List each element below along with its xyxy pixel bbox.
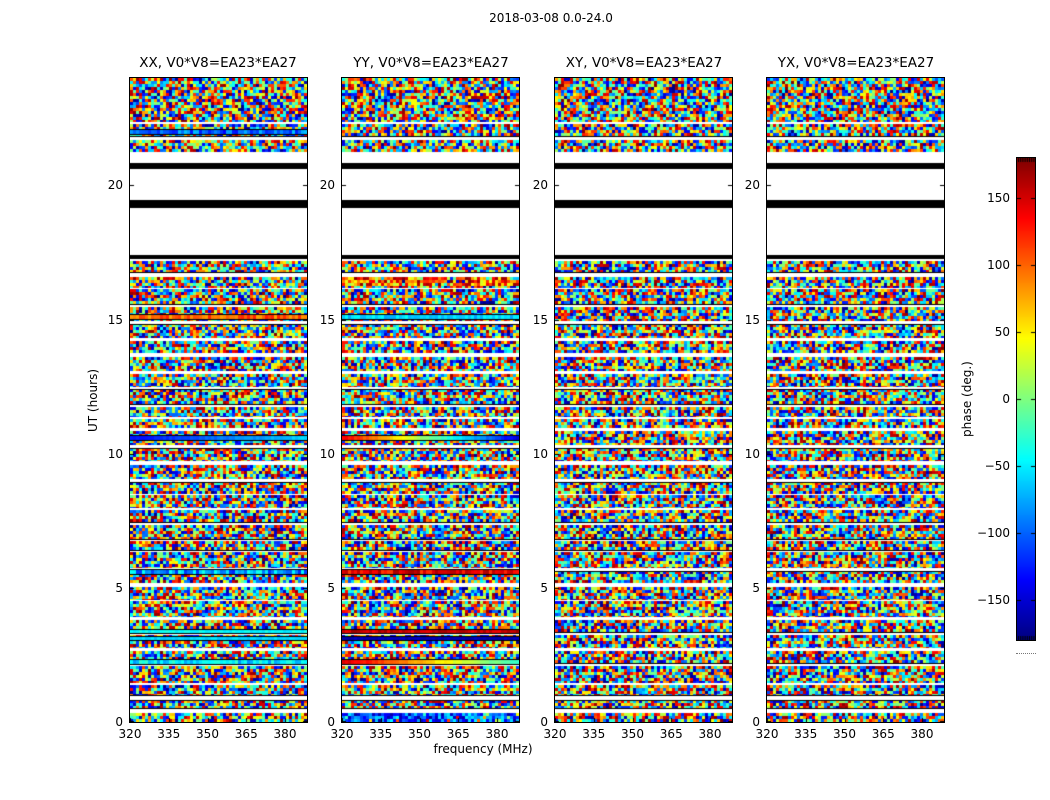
phase-heatmap-xx [130, 78, 307, 722]
panel-title-yx: YX, V0*V8=EA23*EA27 [777, 55, 935, 71]
colorbar-tick-label: 100 [987, 258, 1010, 273]
x-tick-label: 320 [330, 727, 354, 741]
y-tick-label: 10 [532, 446, 548, 461]
x-axis-label: frequency (MHz) [433, 742, 533, 756]
x-tick-label: 320 [543, 727, 567, 741]
colorbar-tick-label: −50 [984, 458, 1010, 473]
y-tick-label: 10 [319, 446, 335, 461]
x-tick-label: 335 [794, 727, 818, 741]
y-tick-label: 15 [107, 312, 123, 327]
y-tick-label: 5 [327, 580, 335, 595]
colorbar-gradient [1017, 158, 1035, 640]
x-tick-label: 365 [659, 727, 683, 741]
panel-xx [129, 77, 308, 723]
phase-heatmap-yy [342, 78, 519, 722]
y-tick-label: 10 [107, 446, 123, 461]
x-tick-label: 380 [485, 727, 509, 741]
y-tick-label: 20 [319, 178, 335, 193]
phase-heatmap-xy [555, 78, 732, 722]
panel-title-xy: XY, V0*V8=EA23*EA27 [565, 55, 723, 71]
x-tick-label: 350 [408, 727, 431, 741]
x-tick-label: 365 [446, 727, 470, 741]
y-tick-label: 5 [752, 580, 760, 595]
y-tick-label: 5 [540, 580, 548, 595]
y-tick-label: 0 [540, 715, 548, 729]
y-tick-label: 10 [744, 446, 760, 461]
panel-yx [766, 77, 945, 723]
x-tick-label: 350 [621, 727, 644, 741]
panel-yy [341, 77, 520, 723]
x-tick-label: 365 [871, 727, 895, 741]
colorbar-label: phase (deg.) [960, 361, 974, 437]
phase-heatmap-yx [767, 78, 944, 722]
x-tick-label: 350 [833, 727, 856, 741]
x-tick-label: 335 [369, 727, 393, 741]
colorbar-tick-label: 0 [1002, 392, 1010, 406]
y-tick-label: 5 [115, 580, 123, 595]
x-tick-label: 380 [698, 727, 722, 741]
panel-title-xx: XX, V0*V8=EA23*EA27 [139, 55, 297, 71]
panel-xy [554, 77, 733, 723]
y-tick-label: 20 [532, 178, 548, 193]
x-tick-label: 365 [234, 727, 258, 741]
y-tick-label: 0 [327, 715, 335, 729]
x-tick-label: 320 [118, 727, 142, 741]
x-tick-label: 380 [910, 727, 934, 741]
colorbar-tick-label: −150 [977, 592, 1010, 607]
x-tick-label: 350 [196, 727, 219, 741]
colorbar [1016, 157, 1036, 641]
figure-title: 2018-03-08 0.0-24.0 [489, 11, 613, 25]
y-tick-label: 15 [532, 312, 548, 327]
y-tick-label: 20 [107, 178, 123, 193]
y-tick-label: 0 [115, 715, 123, 729]
y-tick-label: 20 [744, 178, 760, 193]
x-tick-label: 380 [273, 727, 297, 741]
colorbar-tick-label: −100 [977, 525, 1010, 540]
y-tick-label: 15 [744, 312, 760, 327]
colorbar-tick-label: 50 [994, 325, 1010, 340]
colorbar-minor-ticks [1016, 653, 1036, 654]
x-tick-label: 335 [582, 727, 606, 741]
x-tick-label: 335 [157, 727, 181, 741]
y-axis-label: UT (hours) [86, 368, 100, 432]
y-tick-label: 15 [319, 312, 335, 327]
colorbar-tick-label: 150 [987, 191, 1010, 206]
panel-title-yy: YY, V0*V8=EA23*EA27 [353, 55, 509, 71]
y-tick-label: 0 [752, 715, 760, 729]
x-tick-label: 320 [755, 727, 779, 741]
